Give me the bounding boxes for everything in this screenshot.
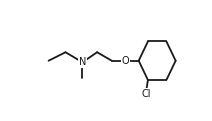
Text: Cl: Cl (142, 89, 151, 99)
Text: O: O (122, 56, 129, 66)
Text: N: N (79, 57, 86, 67)
